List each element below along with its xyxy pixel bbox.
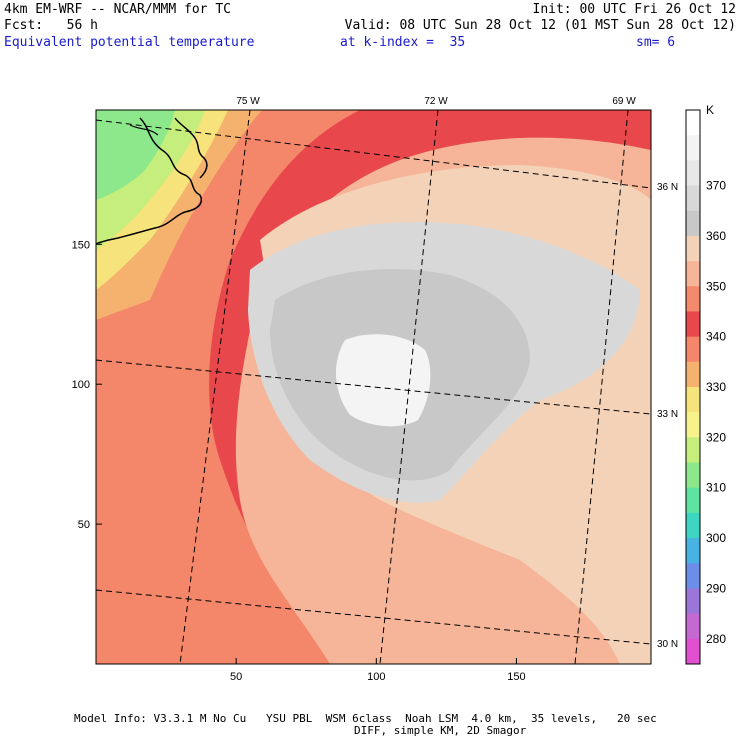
- colorbar-label: 290: [706, 581, 726, 595]
- graticule-lon-72w: [379, 109, 439, 665]
- graticule: [95, 109, 652, 665]
- colorbar-swatch: [686, 437, 700, 464]
- graticule-lat-36n: [95, 119, 652, 189]
- lon-label-69w: 69 W: [612, 96, 636, 107]
- colorbar-swatch: [686, 487, 700, 514]
- lat-label-30n: 30 N: [657, 639, 678, 650]
- coastline: [95, 117, 208, 245]
- x-tick-label: 100: [367, 671, 385, 683]
- y-tick-label: 50: [78, 519, 90, 531]
- colorbar-swatch: [686, 613, 700, 640]
- smoothing: sm= 6: [636, 35, 676, 50]
- colorbar-swatch: [686, 538, 700, 564]
- graticule-lon-69w: [574, 109, 629, 665]
- colorbar-unit: K: [706, 103, 714, 117]
- colorbar-label: 350: [706, 279, 726, 293]
- colorbar-swatch: [686, 261, 700, 287]
- colorbar-swatch: [686, 185, 700, 212]
- colorbar-swatch: [686, 387, 700, 413]
- colorbar-swatch: [686, 563, 700, 589]
- colorbar-swatch: [686, 210, 700, 237]
- colorbar-label: 370: [706, 179, 726, 193]
- colorbar-swatch: [686, 160, 700, 187]
- colorbar-swatch: [686, 336, 700, 363]
- lon-label-72w: 72 W: [424, 96, 448, 107]
- lon-label-75w: 75 W: [236, 96, 260, 107]
- model-title: 4km EM-WRF -- NCAR/MMM for TC: [4, 2, 231, 17]
- k-index: at k-index = 35: [340, 35, 466, 50]
- colorbar: 370 360 350 340 330 320 310 300 290 280: [685, 109, 726, 665]
- colorbar-swatch: [686, 412, 700, 438]
- x-tick-label: 150: [507, 671, 525, 683]
- field-name: Equivalent potential temperature: [4, 35, 255, 50]
- colorbar-swatch: [686, 286, 700, 312]
- colorbar-swatch: [686, 638, 700, 665]
- y-tick-label: 100: [72, 379, 90, 391]
- graticule-lat-33n: [95, 359, 652, 415]
- y-axis-ticks: 50 100 150: [72, 239, 102, 531]
- colorbar-frame: [685, 109, 701, 665]
- lat-label-36n: 36 N: [657, 182, 678, 193]
- lat-label-33n: 33 N: [657, 409, 678, 420]
- colorbar-swatch: [686, 135, 700, 161]
- model-info: Model Info: V3.3.1 M No Cu YSU PBL WSM 6…: [74, 712, 657, 725]
- colorbar-label: 340: [706, 330, 726, 344]
- colorbar-swatch: [686, 361, 700, 388]
- colorbar-label: 300: [706, 531, 726, 545]
- init-time: Init: 00 UTC Fri 26 Oct 12: [532, 2, 737, 17]
- x-tick-label: 50: [230, 671, 242, 683]
- colorbar-label: 280: [706, 632, 726, 646]
- colorbar-label: 310: [706, 481, 726, 495]
- valid-time: Valid: 08 UTC Sun 28 Oct 12 (01 MST Sun …: [344, 18, 736, 33]
- colorbar-swatch: [686, 235, 700, 262]
- graticule-lon-75w: [179, 109, 251, 665]
- map-frame: [95, 109, 652, 665]
- theta-e-field: [96, 110, 651, 664]
- colorbar-swatch: [686, 512, 700, 539]
- colorbar-swatch: [686, 588, 700, 615]
- forecast-hour: Fcst: 56 h: [4, 18, 98, 33]
- colorbar-label: 360: [706, 229, 726, 243]
- colorbar-swatch: [686, 110, 700, 136]
- colorbar-swatch: [686, 311, 700, 338]
- colorbar-label: 330: [706, 380, 726, 394]
- y-tick-label: 150: [72, 239, 90, 251]
- model-info-physics: DIFF, simple KM, 2D Smagor: [354, 724, 527, 737]
- colorbar-swatch: [686, 462, 700, 489]
- colorbar-label: 320: [706, 430, 726, 444]
- x-axis-ticks: 50 100 150: [230, 658, 526, 683]
